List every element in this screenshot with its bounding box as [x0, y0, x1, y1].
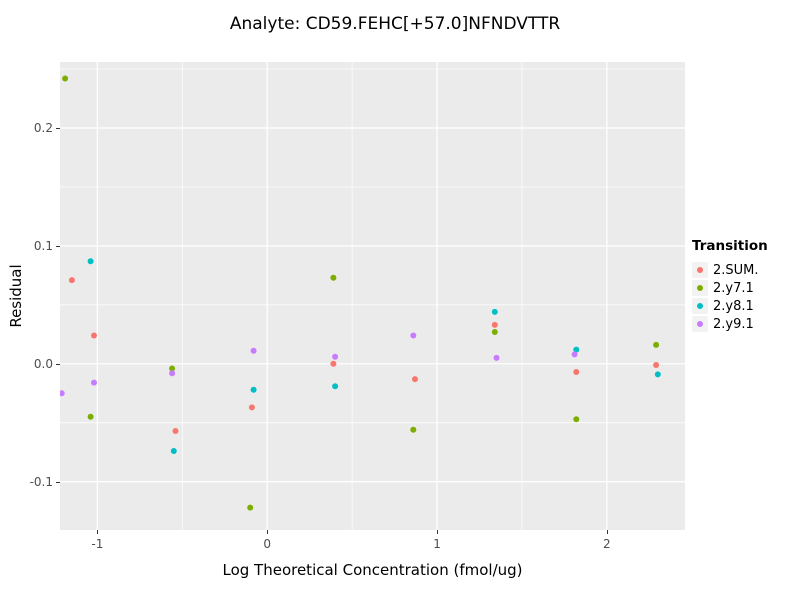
data-point-2.y9.1 — [571, 351, 578, 358]
data-point-2.y9.1 — [250, 347, 257, 354]
legend-swatch-icon — [697, 321, 703, 327]
legend-swatch-icon — [697, 267, 703, 273]
data-point-2.SUM. — [653, 362, 660, 368]
x-tick-label: 1 — [433, 537, 441, 551]
legend-key — [692, 280, 708, 296]
plot-panel — [58, 62, 685, 530]
data-point-2.SUM. — [91, 332, 97, 339]
x-tick-mark — [267, 530, 269, 534]
legend-item: 2.y7.1 — [692, 279, 768, 297]
data-point-2.y8.1 — [573, 346, 580, 353]
legend-item: 2.y8.1 — [692, 297, 768, 315]
legend-item-label: 2.y9.1 — [713, 316, 754, 332]
legend-items: 2.SUM. 2.y7.1 2.y8.1 2.y9.1 — [692, 261, 768, 333]
legend-item-label: 2.y8.1 — [713, 298, 754, 314]
chart-title: Analyte: CD59.FEHC[+57.0]NFNDVTTR — [229, 14, 561, 34]
data-point-2.y9.1 — [58, 390, 65, 397]
y-tick-mark — [56, 363, 60, 365]
data-point-2.SUM. — [68, 277, 75, 284]
data-point-2.y8.1 — [491, 308, 498, 315]
data-point-2.y7.1 — [573, 416, 580, 423]
legend-item-label: 2.y7.1 — [713, 280, 754, 296]
data-point-2.SUM. — [573, 369, 580, 375]
data-point-2.y8.1 — [170, 448, 177, 454]
x-tick-label: -1 — [91, 537, 104, 551]
data-point-2.y7.1 — [653, 341, 660, 348]
y-tick-mark — [56, 128, 60, 129]
data-point-2.y8.1 — [250, 386, 257, 393]
data-point-2.y7.1 — [62, 75, 69, 82]
scatter-plot — [58, 62, 685, 530]
legend-title: Transition — [692, 238, 768, 254]
legend-item-label: 2.SUM. — [713, 262, 759, 278]
legend-item: 2.SUM. — [692, 261, 768, 279]
data-point-2.y7.1 — [87, 413, 94, 420]
x-tick-mark — [437, 530, 439, 534]
y-tick-label: 0.0 — [33, 356, 53, 371]
x-tick-mark — [606, 530, 608, 534]
data-point-2.y8.1 — [87, 258, 94, 265]
data-point-2.y9.1 — [91, 379, 97, 386]
legend-key — [692, 262, 708, 278]
x-tick-label: 2 — [603, 537, 611, 551]
legend-key — [692, 298, 708, 314]
data-point-2.y7.1 — [169, 365, 176, 372]
data-point-2.SUM. — [172, 428, 179, 434]
x-tick-label: 0 — [263, 537, 272, 551]
legend-swatch-icon — [697, 285, 703, 291]
y-tick-label: -0.1 — [29, 474, 53, 489]
y-tick-label: 0.2 — [33, 121, 53, 135]
y-tick-label: 0.1 — [33, 238, 53, 253]
x-axis-title: Log Theoretical Concentration (fmol/ug) — [222, 561, 523, 579]
x-tick-mark — [97, 530, 99, 534]
legend-key — [692, 316, 708, 332]
y-tick-mark — [56, 245, 60, 247]
data-point-2.y8.1 — [654, 371, 661, 378]
data-point-2.SUM. — [491, 321, 498, 328]
data-point-2.SUM. — [248, 404, 255, 411]
data-point-2.y9.1 — [169, 370, 176, 377]
y-tick-mark — [56, 481, 60, 483]
data-point-2.y7.1 — [247, 504, 254, 511]
data-point-2.y7.1 — [410, 426, 417, 433]
data-point-2.SUM. — [330, 360, 337, 367]
legend: Transition 2.SUM. 2.y7.1 2.y8.1 2.y9.1 — [692, 238, 768, 333]
data-point-2.y7.1 — [330, 274, 337, 281]
data-point-2.y9.1 — [493, 354, 500, 361]
legend-item: 2.y9.1 — [692, 315, 768, 333]
data-point-2.y9.1 — [332, 353, 339, 360]
data-point-2.y9.1 — [410, 332, 417, 339]
data-point-2.SUM. — [412, 376, 418, 383]
legend-swatch-icon — [697, 303, 703, 309]
y-axis-title: Residual — [7, 264, 25, 328]
data-point-2.y8.1 — [332, 383, 339, 390]
data-point-2.y7.1 — [491, 329, 498, 335]
